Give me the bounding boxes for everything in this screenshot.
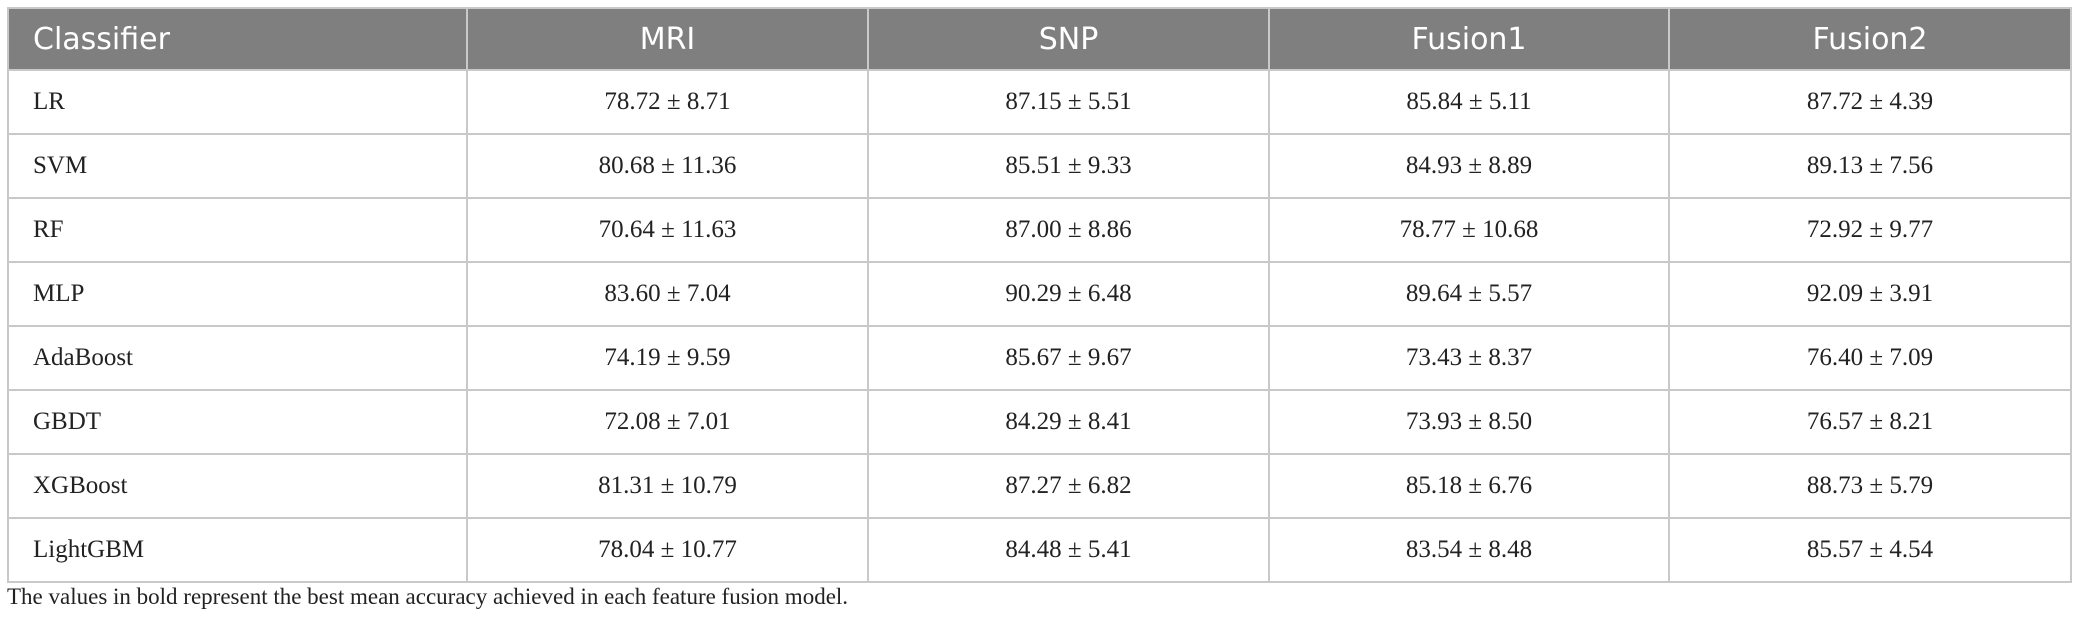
table-row: XGBoost 81.31 ± 10.79 87.27 ± 6.82 85.18 ± … xyxy=(7,453,2072,519)
cell: 89.13 ± 7.56 xyxy=(1668,133,2072,199)
table-row: LR 78.72 ± 8.71 87.15 ± 5.51 85.84 ± 5.11 87… xyxy=(7,69,2072,135)
table-row: AdaBoost 74.19 ± 9.59 85.67 ± 9.67 73.43 ± … xyxy=(7,325,2072,391)
cell: 87.00 ± 8.86 xyxy=(867,197,1270,263)
cell: 78.04 ± 10.77 xyxy=(466,517,869,583)
cell: 73.93 ± 8.50 xyxy=(1268,389,1670,455)
cell: 78.72 ± 8.71 xyxy=(466,69,869,135)
cell: 84.29 ± 8.41 xyxy=(867,389,1270,455)
table-row: LightGBM 78.04 ± 10.77 84.48 ± 5.41 83.54 ±… xyxy=(7,517,2072,583)
cell: 85.57 ± 4.54 xyxy=(1668,517,2072,583)
row-label: RF xyxy=(7,197,468,263)
cell: 83.60 ± 7.04 xyxy=(466,261,869,327)
cell: 80.68 ± 11.36 xyxy=(466,133,869,199)
table-row: SVM 80.68 ± 11.36 85.51 ± 9.33 84.93 ± 8.89… xyxy=(7,133,2072,199)
table-row: MLP 83.60 ± 7.04 90.29 ± 6.48 89.64 ± 5.57 9… xyxy=(7,261,2072,327)
cell: 85.18 ± 6.76 xyxy=(1268,453,1670,519)
cell: 70.64 ± 11.63 xyxy=(466,197,869,263)
header-row: Classifier MRI SNP Fusion1 Fusion2 xyxy=(7,7,2072,71)
cell: 73.43 ± 8.37 xyxy=(1268,325,1670,391)
cell: 83.54 ± 8.48 xyxy=(1268,517,1670,583)
cell: 76.57 ± 8.21 xyxy=(1668,389,2072,455)
cell: 85.84 ± 5.11 xyxy=(1268,69,1670,135)
cell: 84.93 ± 8.89 xyxy=(1268,133,1670,199)
cell: 72.92 ± 9.77 xyxy=(1668,197,2072,263)
cell: 88.73 ± 5.79 xyxy=(1668,453,2072,519)
cell: 81.31 ± 10.79 xyxy=(466,453,869,519)
row-label: AdaBoost xyxy=(7,325,468,391)
row-label: GBDT xyxy=(7,389,468,455)
cell: 85.51 ± 9.33 xyxy=(867,133,1270,199)
row-label: MLP xyxy=(7,261,468,327)
cell: 74.19 ± 9.59 xyxy=(466,325,869,391)
cell: 78.77 ± 10.68 xyxy=(1268,197,1670,263)
header-cell: Fusion1 xyxy=(1268,7,1670,71)
row-label: LightGBM xyxy=(7,517,468,583)
row-label: SVM xyxy=(7,133,468,199)
cell: 87.27 ± 6.82 xyxy=(867,453,1270,519)
header-cell: Fusion2 xyxy=(1668,7,2072,71)
cell: 76.40 ± 7.09 xyxy=(1668,325,2072,391)
cell: 84.48 ± 5.41 xyxy=(867,517,1270,583)
table-row: RF 70.64 ± 11.63 87.00 ± 8.86 78.77 ± 10.68… xyxy=(7,197,2072,263)
cell: 92.09 ± 3.91 xyxy=(1668,261,2072,327)
header-cell: SNP xyxy=(867,7,1270,71)
table-body: LR 78.72 ± 8.71 87.15 ± 5.51 85.84 ± 5.11 87… xyxy=(7,69,2072,583)
table-row: GBDT 72.08 ± 7.01 84.29 ± 8.41 73.93 ± 8.50… xyxy=(7,389,2072,455)
cell: 87.15 ± 5.51 xyxy=(867,69,1270,135)
cell: 90.29 ± 6.48 xyxy=(867,261,1270,327)
cell: 87.72 ± 4.39 xyxy=(1668,69,2072,135)
cell: 85.67 ± 9.67 xyxy=(867,325,1270,391)
cell: 89.64 ± 5.57 xyxy=(1268,261,1670,327)
header-cell: MRI xyxy=(466,7,869,71)
row-label: LR xyxy=(7,69,468,135)
header-cell: Classifier xyxy=(7,7,468,71)
row-label: XGBoost xyxy=(7,453,468,519)
cell: 72.08 ± 7.01 xyxy=(466,389,869,455)
results-table: Classifier MRI SNP Fusion1 Fusion2 LR 78.72 ±… xyxy=(7,7,2072,583)
footnote: The values in bold represent the best me… xyxy=(7,584,849,609)
